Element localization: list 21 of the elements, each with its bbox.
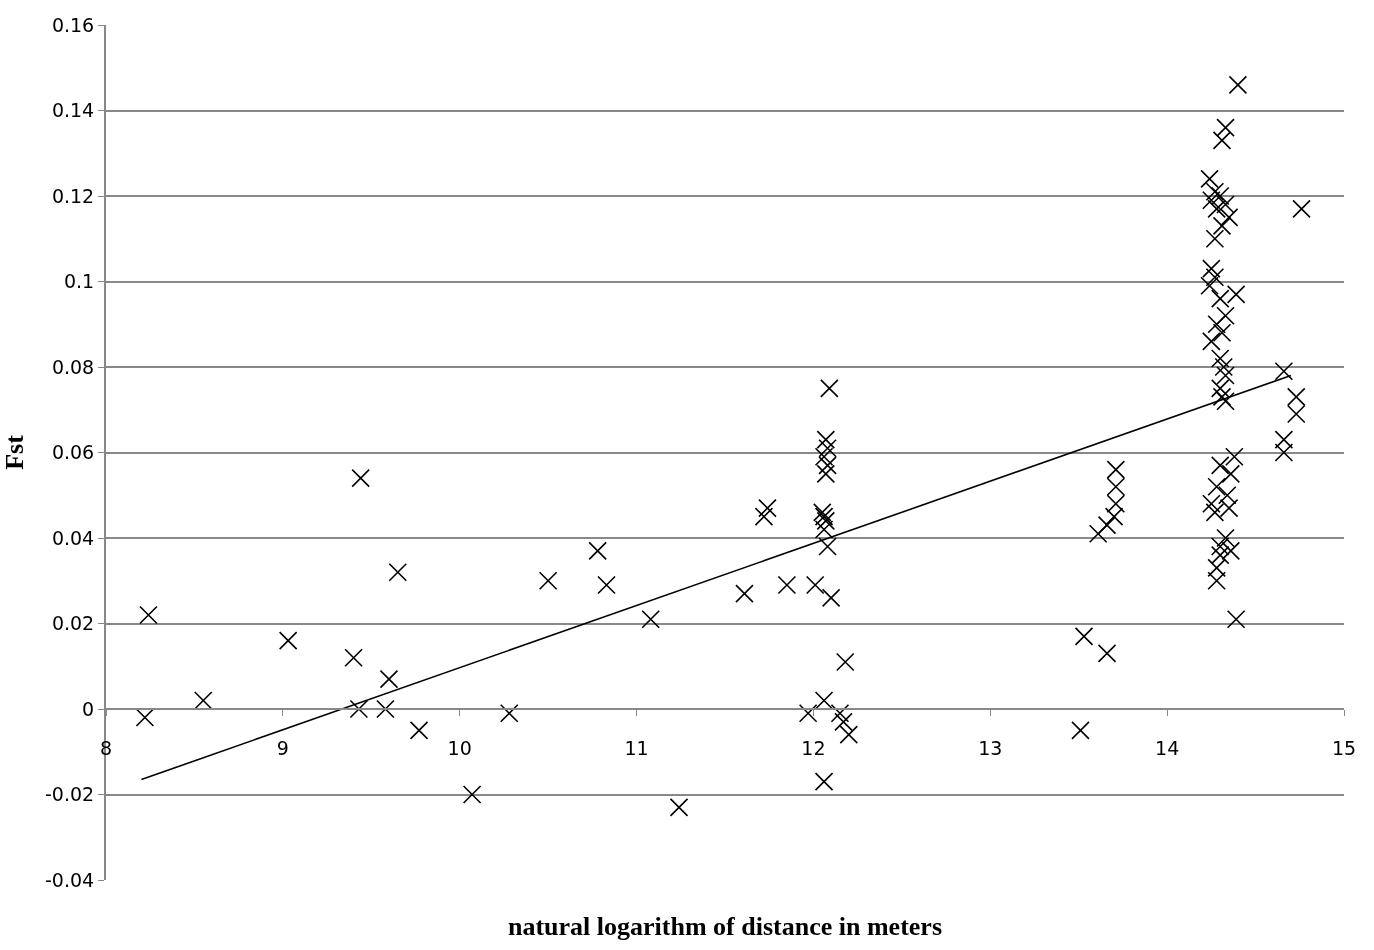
y-tick-label: -0.04 [45, 868, 95, 891]
y-tick-label: -0.02 [45, 783, 95, 806]
x-tick-label: 15 [1331, 736, 1357, 759]
y-tick-label: 0.08 [51, 355, 95, 378]
y-tick-label: 0.1 [63, 270, 95, 293]
x-tick-label: 13 [978, 736, 1003, 759]
y-tick-label: 0.14 [51, 99, 95, 122]
y-tick-label: 0 [82, 697, 95, 720]
y-tick-label: 0.06 [51, 441, 95, 464]
x-tick-label: 10 [447, 736, 472, 759]
x-axis-title: natural logarithm of distance in meters [508, 912, 943, 941]
x-tick-label: 8 [99, 736, 113, 759]
x-tick-label: 14 [1155, 736, 1180, 759]
x-tick-label: 12 [801, 736, 826, 759]
y-tick-label: 0.16 [51, 13, 95, 36]
x-tick-label: 11 [624, 736, 649, 759]
x-tick-label: 9 [276, 736, 289, 759]
y-axis-title: Fst [0, 434, 29, 470]
y-tick-label: 0.04 [51, 526, 95, 549]
y-tick-label: 0.02 [51, 612, 95, 635]
y-tick-label: 0.12 [51, 184, 95, 207]
